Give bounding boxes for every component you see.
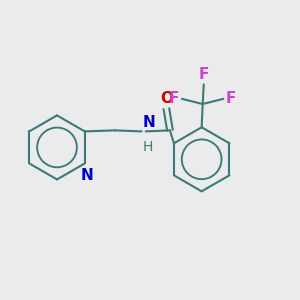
Text: F: F [199,67,209,82]
Text: N: N [142,115,155,130]
Text: N: N [80,168,93,183]
Text: F: F [169,92,179,106]
Text: F: F [226,92,236,106]
Text: H: H [142,140,153,154]
Text: O: O [160,91,173,106]
